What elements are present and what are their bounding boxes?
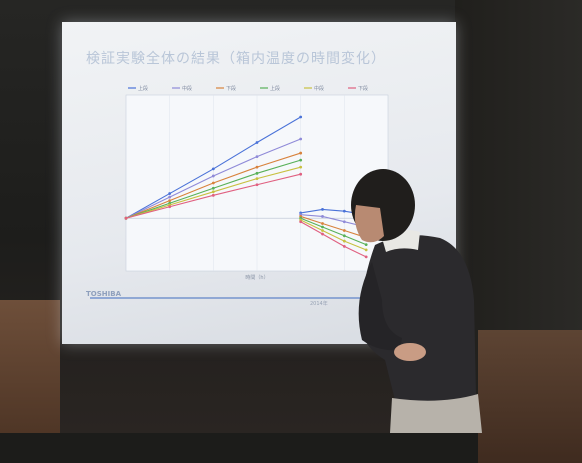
data-point (299, 172, 303, 176)
data-point (255, 171, 259, 175)
data-point (168, 199, 172, 203)
presenter-face (354, 205, 384, 243)
chart-legend: 上段 中段 下段 上段 中段 下段 (128, 85, 368, 92)
legend-label: 上段 (138, 85, 148, 92)
legend-label: 中段 (182, 85, 192, 92)
data-point (321, 225, 324, 229)
slide-logo: TOSHIBA (86, 290, 121, 298)
data-point (124, 216, 128, 220)
x-axis-label: 時間（h） (245, 275, 268, 281)
data-point (299, 115, 303, 119)
legend-label: 下段 (358, 85, 368, 92)
data-point (342, 244, 346, 248)
presenter-sweater (360, 235, 476, 402)
data-point (299, 220, 303, 224)
data-point (299, 158, 303, 162)
data-point (255, 141, 259, 144)
slide-title: 検証実験全体の結果（箱内温度の時間変化） (86, 51, 386, 67)
data-point (211, 167, 215, 171)
data-point (321, 229, 324, 232)
data-point (255, 155, 259, 159)
data-point (321, 215, 324, 218)
series-line-b-5 (300, 221, 367, 258)
data-point (342, 229, 346, 232)
presenter-figure (354, 205, 482, 433)
data-point (211, 193, 215, 197)
slide-footer-text: 2014年 (310, 301, 328, 307)
data-point (321, 208, 324, 211)
data-point (321, 232, 324, 236)
data-point (211, 181, 215, 185)
data-point (299, 151, 303, 155)
data-point (168, 205, 172, 209)
legend-label: 下段 (226, 85, 236, 92)
data-point (299, 165, 303, 169)
presenter-hand (394, 343, 426, 361)
data-point (168, 195, 172, 199)
data-point (364, 243, 368, 247)
presenter-trousers (390, 394, 482, 433)
slide-chart: 上段 中段 下段 上段 中段 下段 時間（h） (90, 85, 440, 299)
legend-label: 中段 (314, 85, 324, 92)
data-point (211, 186, 215, 190)
data-point (342, 220, 346, 224)
legend-label: 上段 (270, 85, 280, 92)
data-point (342, 239, 346, 243)
series-line-b-1 (300, 214, 367, 228)
data-point (321, 222, 324, 225)
data-point (255, 165, 259, 169)
data-point (364, 248, 368, 252)
series-line-b-3 (300, 217, 367, 246)
data-point (168, 192, 172, 195)
data-point (364, 255, 368, 259)
data-point (342, 234, 346, 238)
data-point (255, 183, 259, 187)
data-point (299, 137, 303, 141)
presenter-arm (358, 262, 402, 351)
data-point (255, 177, 259, 181)
data-point (211, 190, 215, 194)
data-point (211, 174, 215, 178)
wood-panel-left (0, 300, 60, 433)
series-line-b-2 (300, 215, 367, 239)
data-point (342, 209, 346, 213)
series-line-b-4 (300, 219, 367, 251)
